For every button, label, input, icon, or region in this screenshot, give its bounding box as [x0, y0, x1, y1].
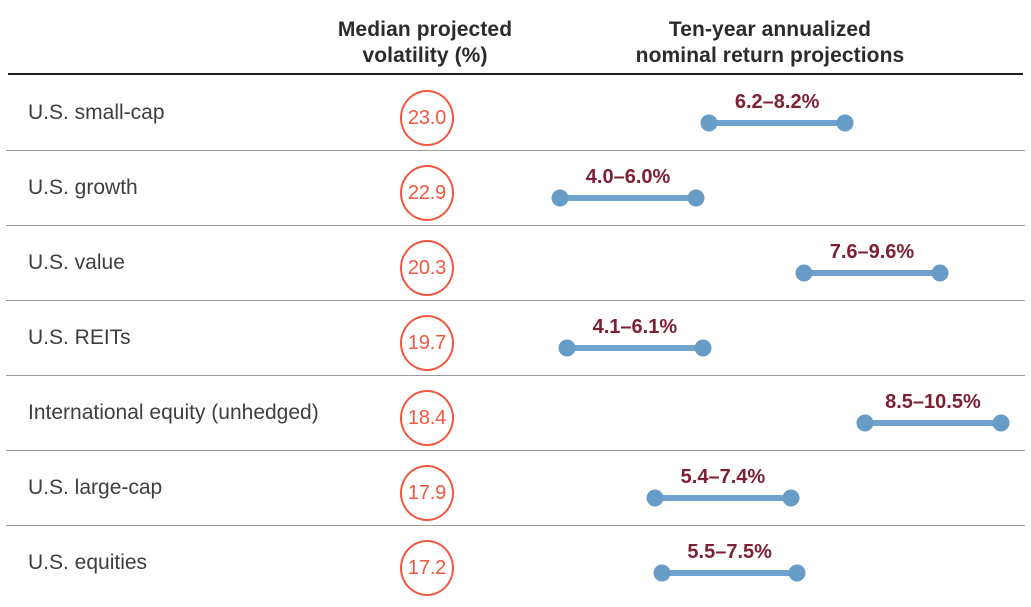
table-row: U.S. equities 17.2 5.5–7.5% — [0, 525, 1031, 607]
range-high-dot — [694, 339, 712, 357]
return-range-label: 5.4–7.4% — [680, 466, 766, 488]
volatility-badge: 18.4 — [400, 390, 454, 446]
table-row: International equity (unhedged) 18.4 8.5… — [0, 375, 1031, 450]
volatility-value: 17.9 — [407, 481, 447, 504]
return-range-chart: 4.0–6.0% — [540, 150, 1021, 225]
return-range-bar — [646, 489, 800, 507]
asset-class-label: U.S. small-cap — [28, 100, 165, 124]
return-range-chart: 7.6–9.6% — [540, 225, 1021, 300]
return-range-chart: 6.2–8.2% — [540, 75, 1021, 150]
return-range-chart: 5.5–7.5% — [540, 525, 1021, 600]
return-range-label: 8.5–10.5% — [885, 391, 981, 413]
table-row: U.S. REITs 19.7 4.1–6.1% — [0, 300, 1031, 375]
range-low-dot — [856, 414, 874, 432]
range-low-dot — [558, 339, 576, 357]
range-low-dot — [646, 489, 664, 507]
return-range-bar — [856, 414, 1010, 432]
column-header-volatility: Median projected volatility (%) — [255, 17, 595, 69]
asset-class-label: U.S. growth — [28, 175, 138, 199]
table-body: U.S. small-cap 23.0 6.2–8.2% U.S. growth… — [0, 75, 1031, 607]
return-range-bar — [795, 264, 949, 282]
volatility-badge: 22.9 — [400, 165, 454, 221]
volatility-badge: 23.0 — [400, 90, 454, 146]
range-high-dot — [687, 189, 705, 207]
column-header-returns-line2: nominal return projections — [635, 44, 905, 67]
volatility-value: 22.9 — [407, 181, 447, 204]
asset-class-label: U.S. equities — [28, 550, 148, 574]
range-high-dot — [788, 564, 806, 582]
return-range-label: 4.1–6.1% — [592, 316, 678, 338]
range-low-dot — [795, 264, 813, 282]
table-row: U.S. large-cap 17.9 5.4–7.4% — [0, 450, 1031, 525]
asset-class-label: U.S. value — [28, 250, 125, 274]
volatility-value: 19.7 — [407, 331, 447, 354]
asset-class-label: International equity (unhedged) — [28, 400, 319, 424]
return-range-label: 7.6–9.6% — [829, 241, 915, 263]
return-range-chart: 8.5–10.5% — [540, 375, 1021, 450]
range-high-dot — [931, 264, 949, 282]
range-low-dot — [551, 189, 569, 207]
column-header-volatility-line1: Median projected — [337, 18, 513, 41]
range-low-dot — [653, 564, 671, 582]
asset-class-label: U.S. large-cap — [28, 475, 163, 499]
table-header: Median projected volatility (%) Ten-year… — [0, 0, 1031, 75]
return-range-bar — [653, 564, 806, 582]
return-range-label: 5.5–7.5% — [687, 541, 772, 563]
table-row: U.S. growth 22.9 4.0–6.0% — [0, 150, 1031, 225]
range-high-dot — [782, 489, 800, 507]
return-range-bar — [700, 114, 854, 132]
volatility-badge: 17.9 — [400, 465, 454, 521]
column-header-returns-line1: Ten-year annualized — [668, 18, 872, 41]
return-range-chart: 4.1–6.1% — [540, 300, 1021, 375]
return-range-chart: 5.4–7.4% — [540, 450, 1021, 525]
table-row: U.S. value 20.3 7.6–9.6% — [0, 225, 1031, 300]
range-high-dot — [992, 414, 1010, 432]
volatility-badge: 20.3 — [400, 240, 454, 296]
range-low-dot — [700, 114, 718, 132]
table-row: U.S. small-cap 23.0 6.2–8.2% — [0, 75, 1031, 150]
return-range-label: 4.0–6.0% — [585, 166, 671, 188]
range-high-dot — [836, 114, 854, 132]
volatility-value: 17.2 — [407, 556, 447, 579]
return-range-bar — [551, 189, 705, 207]
asset-class-label: U.S. REITs — [28, 325, 131, 349]
return-range-bar — [558, 339, 712, 357]
volatility-badge: 19.7 — [400, 315, 454, 371]
column-header-volatility-line2: volatility (%) — [362, 44, 488, 67]
volatility-badge: 17.2 — [400, 540, 454, 596]
volatility-value: 20.3 — [407, 256, 447, 279]
header-divider — [8, 73, 1023, 75]
return-range-label: 6.2–8.2% — [734, 91, 820, 113]
volatility-value: 23.0 — [407, 106, 447, 129]
column-header-returns: Ten-year annualized nominal return proje… — [580, 17, 960, 69]
volatility-value: 18.4 — [407, 406, 447, 429]
